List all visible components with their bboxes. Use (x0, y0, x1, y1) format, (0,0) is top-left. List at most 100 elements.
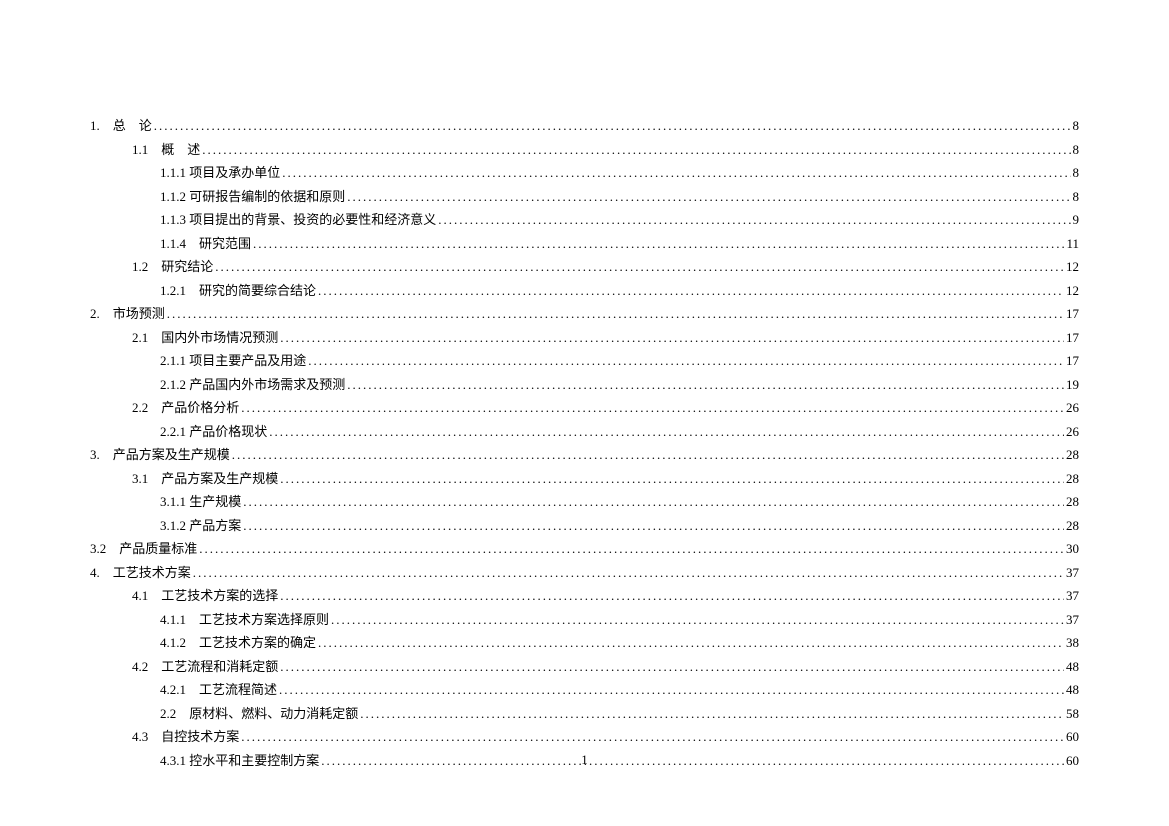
toc-entry-page: 8 (1073, 189, 1080, 205)
toc-entry-page: 37 (1066, 565, 1079, 581)
toc-entry-label: 1.1.4 研究范围 (160, 233, 251, 252)
toc-entry-page: 60 (1066, 729, 1079, 745)
toc-entry[interactable]: 1.1.2 可研报告编制的依据和原则 8 (90, 186, 1079, 205)
toc-entry-label: 2.1.1 项目主要产品及用途 (160, 350, 306, 369)
toc-entry-page: 11 (1066, 236, 1079, 252)
toc-entry[interactable]: 1.2 研究结论 12 (90, 256, 1079, 275)
toc-leader-dots (347, 189, 1070, 205)
toc-leader-dots (215, 259, 1064, 275)
toc-entry-page: 28 (1066, 494, 1079, 510)
toc-entry-label: 4. 工艺技术方案 (90, 562, 191, 581)
toc-entry[interactable]: 4.1.2 工艺技术方案的确定 38 (90, 632, 1079, 651)
toc-entry[interactable]: 1.1 概 述 8 (90, 139, 1079, 158)
toc-entry-label: 1.1 概 述 (132, 139, 200, 158)
page-number: 1 (0, 752, 1169, 768)
toc-leader-dots (438, 212, 1070, 228)
toc-entry[interactable]: 3.1 产品方案及生产规模 28 (90, 468, 1079, 487)
toc-leader-dots (154, 118, 1071, 134)
toc-entry-page: 9 (1073, 212, 1080, 228)
toc-entry[interactable]: 4.2.1 工艺流程简述 48 (90, 679, 1079, 698)
toc-entry[interactable]: 4.3 自控技术方案60 (90, 726, 1079, 745)
toc-leader-dots (243, 518, 1064, 534)
toc-entry-label: 2.2 产品价格分析 (132, 397, 239, 416)
toc-entry-page: 28 (1066, 518, 1079, 534)
toc-entry-label: 1.1.1 项目及承办单位 (160, 162, 280, 181)
toc-entry[interactable]: 3.1.2 产品方案 28 (90, 515, 1079, 534)
toc-entry-label: 1.2 研究结论 (132, 256, 213, 275)
toc-leader-dots (280, 471, 1064, 487)
toc-leader-dots (199, 541, 1064, 557)
toc-leader-dots (308, 353, 1064, 369)
toc-entry[interactable]: 1.1.4 研究范围 11 (90, 233, 1079, 252)
toc-entry[interactable]: 4.2 工艺流程和消耗定额 48 (90, 656, 1079, 675)
toc-entry-label: 3. 产品方案及生产规模 (90, 444, 230, 463)
toc-entry-page: 37 (1066, 588, 1079, 604)
toc-leader-dots (280, 588, 1064, 604)
toc-entry-page: 17 (1066, 306, 1079, 322)
toc-entry-page: 48 (1066, 659, 1079, 675)
toc-leader-dots (280, 330, 1064, 346)
toc-entry[interactable]: 4.1 工艺技术方案的选择 37 (90, 585, 1079, 604)
toc-entry-label: 3.2 产品质量标准 (90, 538, 197, 557)
toc-entry[interactable]: 2.1.2 产品国内外市场需求及预测 19 (90, 374, 1079, 393)
toc-entry-page: 26 (1066, 400, 1079, 416)
toc-entry-label: 2.2 原材料、燃料、动力消耗定额 (160, 703, 358, 722)
toc-entry-label: 3.1 产品方案及生产规模 (132, 468, 278, 487)
toc-entry[interactable]: 2.2 原材料、燃料、动力消耗定额 58 (90, 703, 1079, 722)
toc-entry[interactable]: 2.1.1 项目主要产品及用途 17 (90, 350, 1079, 369)
toc-entry-page: 8 (1073, 118, 1080, 134)
toc-entry-page: 8 (1073, 142, 1080, 158)
toc-entry-label: 2. 市场预测 (90, 303, 165, 322)
toc-entry-page: 30 (1066, 541, 1079, 557)
toc-entry-label: 4.2.1 工艺流程简述 (160, 679, 277, 698)
toc-entry-label: 2.2.1 产品价格现状 (160, 421, 267, 440)
toc-entry[interactable]: 2. 市场预测 17 (90, 303, 1079, 322)
toc-entry-page: 38 (1066, 635, 1079, 651)
toc-leader-dots (282, 165, 1070, 181)
toc-leader-dots (360, 706, 1064, 722)
toc-entry-page: 26 (1066, 424, 1079, 440)
toc-entry[interactable]: 1. 总 论 8 (90, 115, 1079, 134)
toc-entry[interactable]: 4. 工艺技术方案 37 (90, 562, 1079, 581)
toc-entry[interactable]: 3.2 产品质量标准 30 (90, 538, 1079, 557)
toc-leader-dots (243, 494, 1064, 510)
toc-entry[interactable]: 2.2 产品价格分析 26 (90, 397, 1079, 416)
toc-entry-page: 12 (1066, 283, 1079, 299)
toc-leader-dots (241, 729, 1064, 745)
toc-entry-label: 4.2 工艺流程和消耗定额 (132, 656, 278, 675)
toc-entry[interactable]: 4.1.1 工艺技术方案选择原则37 (90, 609, 1079, 628)
toc-leader-dots (347, 377, 1064, 393)
toc-entry[interactable]: 1.1.3 项目提出的背景、投资的必要性和经济意义9 (90, 209, 1079, 228)
toc-entry-label: 3.1.2 产品方案 (160, 515, 241, 534)
toc-entry[interactable]: 1.2.1 研究的简要综合结论 12 (90, 280, 1079, 299)
toc-leader-dots (318, 635, 1064, 651)
toc-leader-dots (202, 142, 1070, 158)
toc-entry-label: 1.2.1 研究的简要综合结论 (160, 280, 316, 299)
toc-leader-dots (269, 424, 1064, 440)
toc-entry-page: 28 (1066, 447, 1079, 463)
toc-entry-page: 58 (1066, 706, 1079, 722)
toc-entry[interactable]: 2.2.1 产品价格现状 26 (90, 421, 1079, 440)
toc-entry-label: 3.1.1 生产规模 (160, 491, 241, 510)
toc-leader-dots (241, 400, 1064, 416)
toc-entry[interactable]: 3. 产品方案及生产规模 28 (90, 444, 1079, 463)
toc-entry[interactable]: 1.1.1 项目及承办单位 8 (90, 162, 1079, 181)
toc-entry-label: 1. 总 论 (90, 115, 152, 134)
toc-entry[interactable]: 2.1 国内外市场情况预测17 (90, 327, 1079, 346)
toc-entry-page: 48 (1066, 682, 1079, 698)
toc-entry-page: 17 (1066, 330, 1079, 346)
toc-entry-page: 17 (1066, 353, 1079, 369)
toc-entry-page: 8 (1073, 165, 1080, 181)
toc-entry-label: 2.1.2 产品国内外市场需求及预测 (160, 374, 345, 393)
toc-entry-page: 12 (1066, 259, 1079, 275)
toc-entry-page: 28 (1066, 471, 1079, 487)
toc-entry-label: 4.1 工艺技术方案的选择 (132, 585, 278, 604)
toc-entry-label: 1.1.2 可研报告编制的依据和原则 (160, 186, 345, 205)
toc-entry[interactable]: 3.1.1 生产规模 28 (90, 491, 1079, 510)
toc-entry-page: 19 (1066, 377, 1079, 393)
toc-leader-dots (167, 306, 1064, 322)
toc-leader-dots (193, 565, 1064, 581)
toc-leader-dots (280, 659, 1064, 675)
toc-leader-dots (232, 447, 1064, 463)
toc-entry-label: 4.1.2 工艺技术方案的确定 (160, 632, 316, 651)
